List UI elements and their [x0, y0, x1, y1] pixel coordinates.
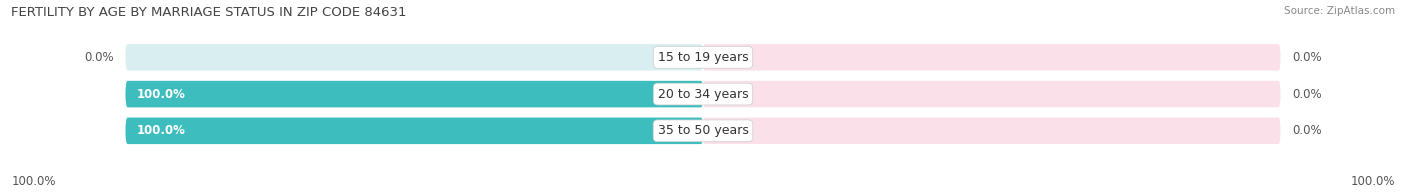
Text: 15 to 19 years: 15 to 19 years	[658, 51, 748, 64]
FancyBboxPatch shape	[125, 81, 703, 107]
FancyBboxPatch shape	[703, 118, 1281, 144]
FancyBboxPatch shape	[703, 81, 1281, 107]
Text: 35 to 50 years: 35 to 50 years	[658, 124, 748, 137]
Text: 100.0%: 100.0%	[138, 124, 186, 137]
Text: FERTILITY BY AGE BY MARRIAGE STATUS IN ZIP CODE 84631: FERTILITY BY AGE BY MARRIAGE STATUS IN Z…	[11, 6, 406, 19]
Text: 100.0%: 100.0%	[11, 175, 56, 188]
FancyBboxPatch shape	[703, 44, 1281, 71]
Text: Source: ZipAtlas.com: Source: ZipAtlas.com	[1284, 6, 1395, 16]
Text: 100.0%: 100.0%	[1350, 175, 1395, 188]
FancyBboxPatch shape	[125, 81, 703, 107]
FancyBboxPatch shape	[125, 44, 703, 71]
Text: 20 to 34 years: 20 to 34 years	[658, 88, 748, 101]
FancyBboxPatch shape	[125, 118, 703, 144]
Text: 0.0%: 0.0%	[1292, 88, 1322, 101]
FancyBboxPatch shape	[125, 118, 703, 144]
Text: 0.0%: 0.0%	[1292, 51, 1322, 64]
Text: 0.0%: 0.0%	[84, 51, 114, 64]
Text: 100.0%: 100.0%	[138, 88, 186, 101]
Text: 0.0%: 0.0%	[1292, 124, 1322, 137]
